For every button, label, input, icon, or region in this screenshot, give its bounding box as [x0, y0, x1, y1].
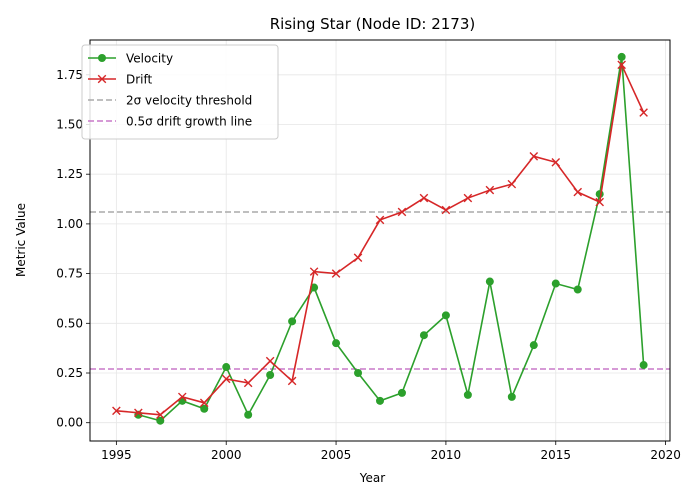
- data-point: [375, 215, 385, 225]
- data-point: [221, 374, 231, 384]
- data-point: [419, 193, 429, 203]
- data-point: [639, 361, 648, 370]
- data-point: [244, 410, 253, 419]
- legend-label: 2σ velocity threshold: [126, 94, 252, 108]
- data-point: [222, 363, 231, 372]
- y-tick-label: 0.75: [56, 267, 83, 281]
- x-tick-label: 2000: [211, 448, 242, 462]
- data-point: [441, 205, 451, 215]
- data-point: [376, 396, 384, 405]
- data-point: [617, 60, 626, 70]
- legend-label: Drift: [126, 73, 153, 87]
- data-point: [551, 157, 561, 167]
- data-point: [551, 279, 560, 288]
- y-tick-label: 0.50: [56, 316, 83, 330]
- data-point: [309, 267, 319, 276]
- x-tick-label: 1995: [101, 448, 132, 462]
- data-point: [134, 408, 143, 418]
- y-axis-ticks: 0.00 0.25 0.50 0.75 1.00 1.25 1.50 1.75: [56, 68, 90, 430]
- data-point: [397, 388, 406, 397]
- x-tick-label: 2005: [321, 448, 352, 462]
- x-tick-label: 2010: [431, 448, 462, 462]
- plot-frame: [89, 39, 671, 442]
- data-point: [617, 52, 626, 61]
- data-point: [595, 190, 604, 199]
- data-point: [112, 406, 121, 416]
- data-point: [573, 187, 583, 197]
- legend-marker: [97, 74, 107, 84]
- x-axis-ticks: 1995 2000 2005 2010 2015 2020: [101, 441, 681, 462]
- y-tick-label: 0.00: [56, 416, 83, 430]
- grid: [90, 40, 670, 441]
- data-point: [200, 404, 209, 413]
- data-point: [156, 416, 165, 425]
- data-point: [199, 398, 209, 408]
- data-point: [354, 369, 363, 378]
- data-point: [485, 185, 495, 195]
- legend: Velocity Drift 2σ velocity threshold 0.5σ d…: [81, 44, 279, 140]
- y-tick-label: 1.50: [56, 117, 83, 131]
- data-point: [485, 277, 494, 286]
- data-point: [463, 390, 472, 399]
- x-tick-label: 2020: [650, 448, 681, 462]
- data-point: [507, 392, 516, 401]
- data-point: [397, 207, 407, 217]
- data-point: [529, 152, 539, 161]
- x-tick-label: 2015: [540, 448, 571, 462]
- reference-lines: [90, 211, 670, 370]
- legend-marker: [98, 54, 106, 62]
- data-point: [441, 311, 450, 320]
- data-point: [243, 378, 253, 388]
- data-point: [529, 341, 538, 350]
- data-point: [288, 317, 297, 326]
- data-point: [265, 356, 275, 366]
- y-tick-label: 1.25: [56, 167, 83, 181]
- y-tick-label: 1.00: [56, 217, 83, 231]
- data-point: [331, 269, 341, 278]
- legend-label: Velocity: [126, 52, 173, 66]
- y-tick-label: 0.25: [56, 366, 83, 380]
- data-point: [595, 197, 604, 207]
- data-point: [573, 285, 582, 294]
- y-axis-label: Metric Value: [14, 203, 28, 277]
- data-point: [639, 108, 648, 117]
- data-point: [419, 331, 428, 340]
- y-tick-label: 1.75: [56, 68, 83, 82]
- series-layer: [112, 52, 648, 425]
- data-point: [156, 410, 165, 420]
- data-point: [177, 392, 187, 402]
- x-axis-label: Year: [359, 471, 385, 485]
- data-point: [332, 339, 341, 348]
- legend-box: [81, 44, 279, 140]
- data-point: [353, 253, 363, 262]
- legend-label: 0.5σ drift growth line: [126, 115, 252, 129]
- chart-title: Rising Star (Node ID: 2173): [270, 15, 476, 33]
- data-point: [287, 376, 297, 386]
- data-point: [266, 370, 275, 379]
- data-point: [507, 179, 517, 189]
- data-point: [463, 193, 473, 203]
